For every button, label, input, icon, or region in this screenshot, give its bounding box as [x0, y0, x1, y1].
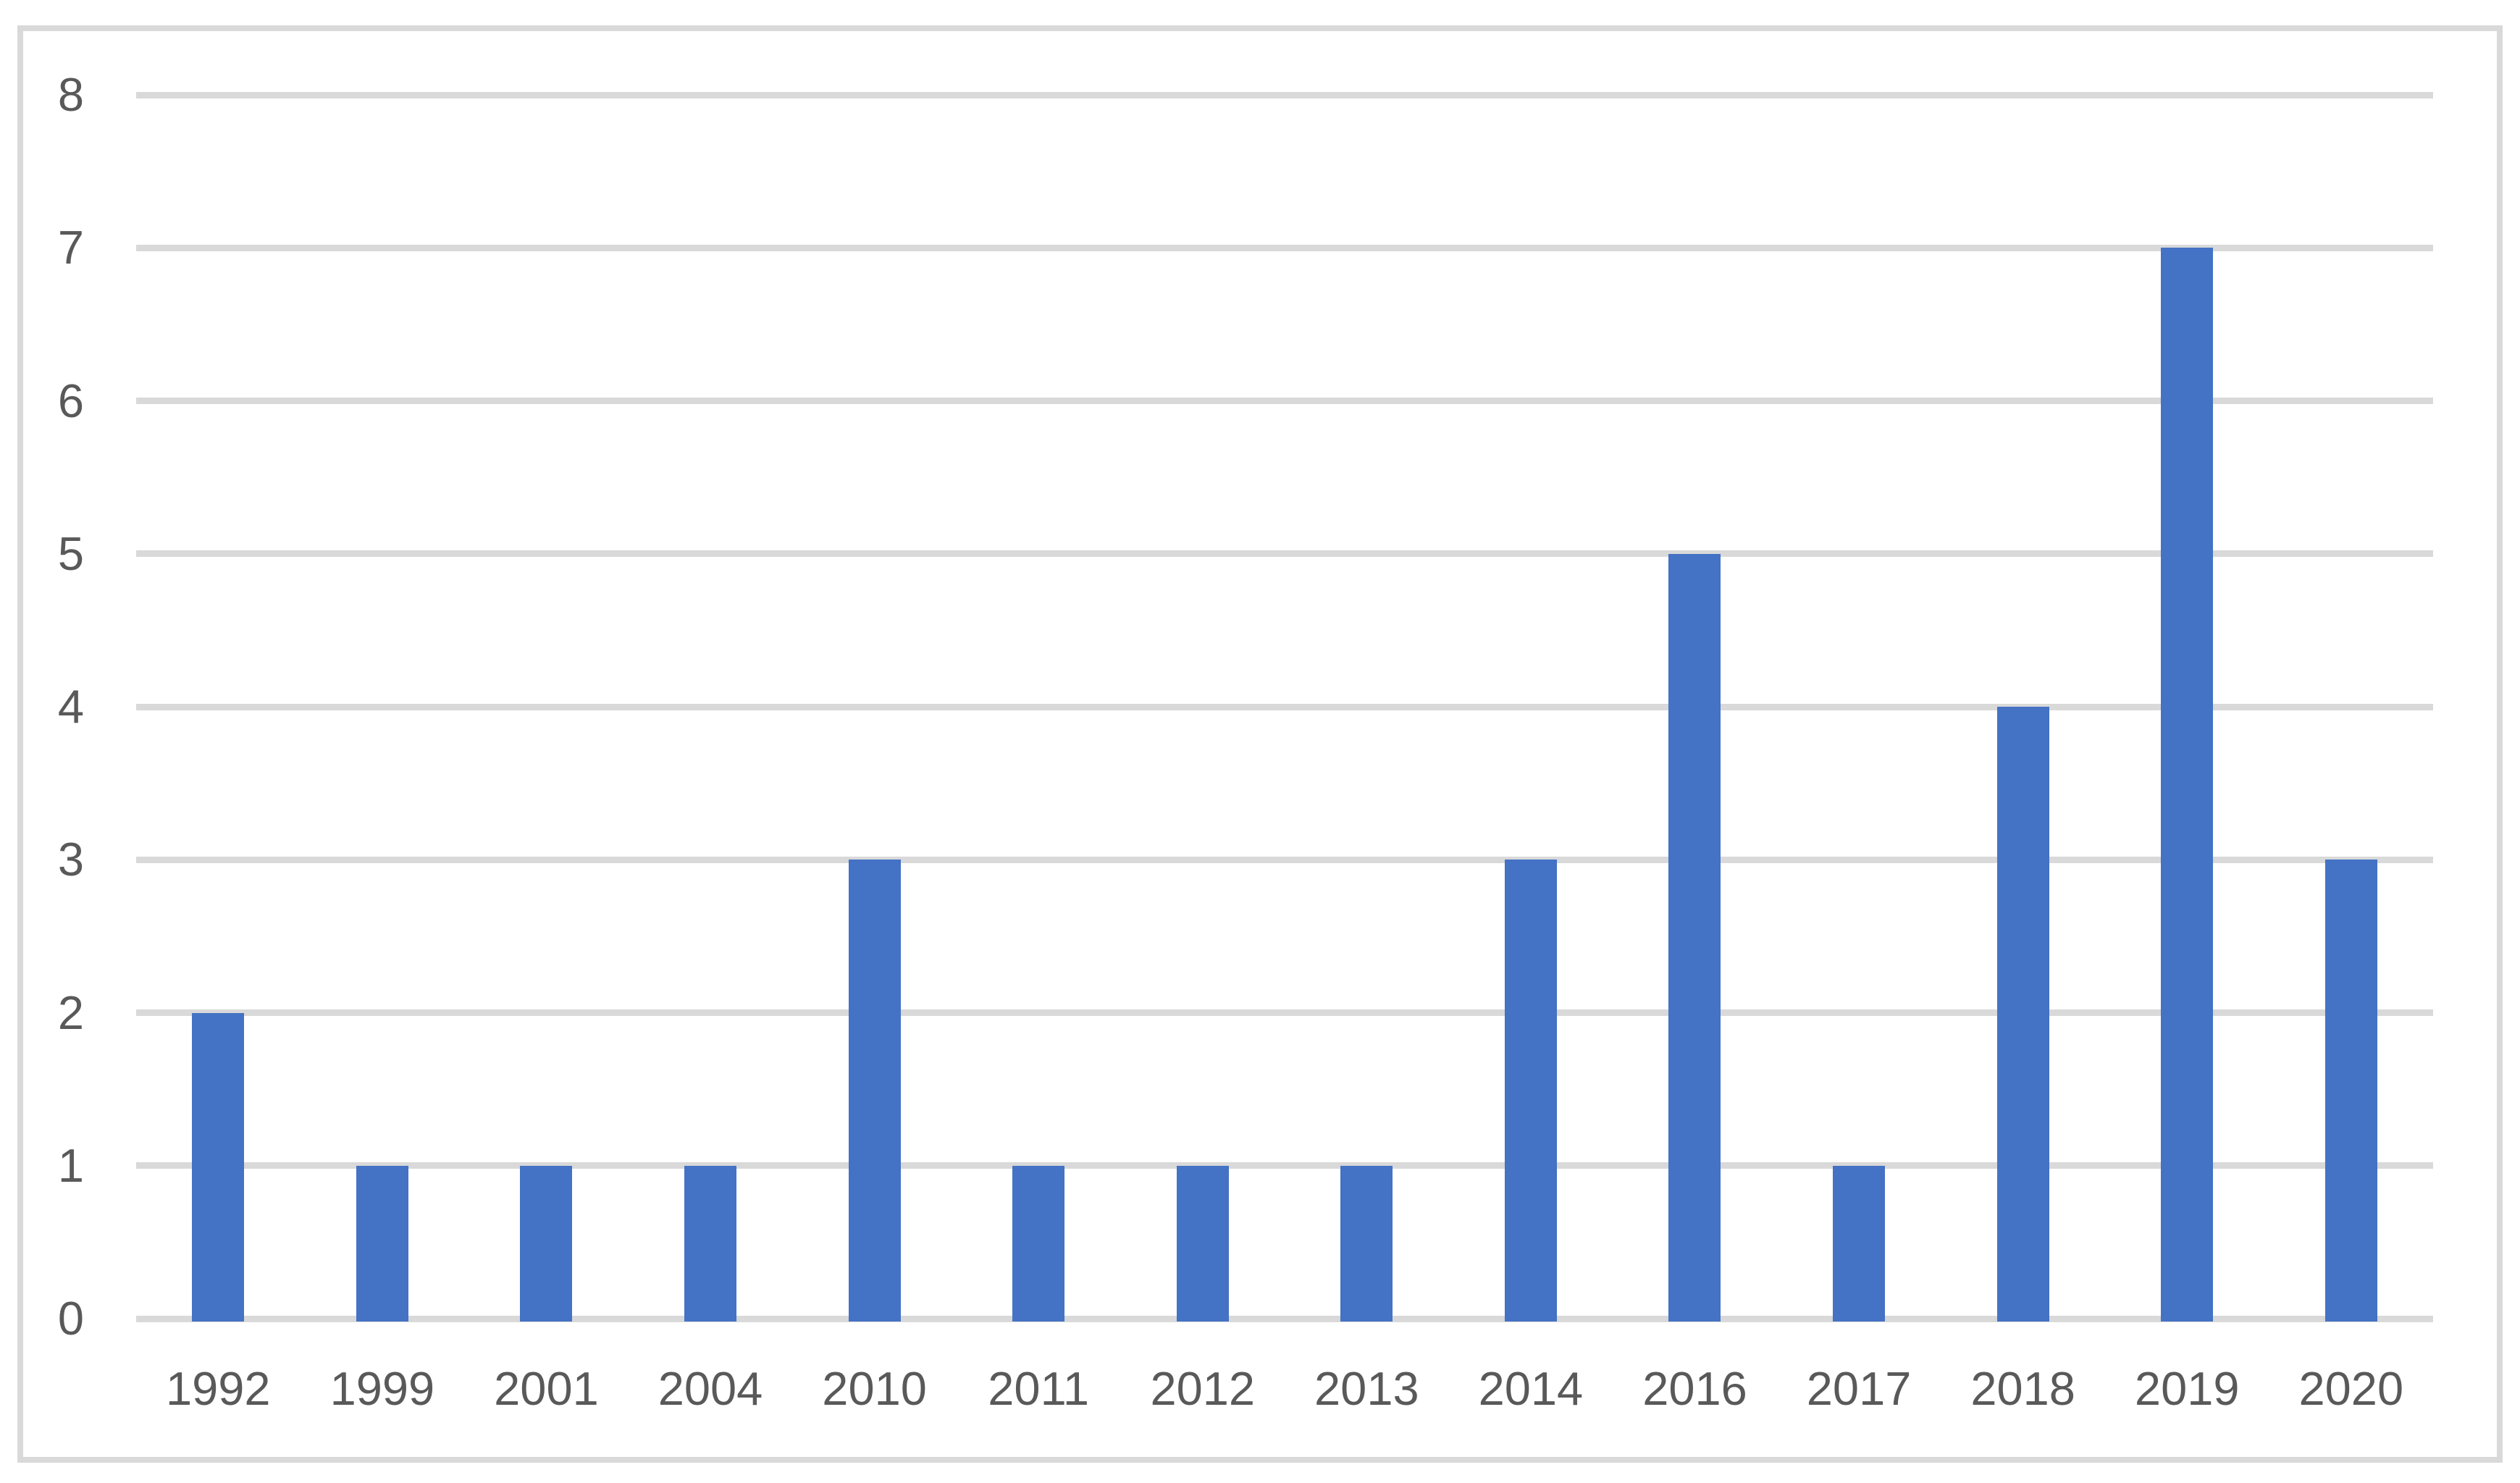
bar-series	[136, 95, 2434, 1322]
bar-slot-2011	[957, 95, 1121, 1322]
bar-2018	[1996, 707, 2049, 1322]
bar-2020	[2324, 860, 2377, 1322]
x-tick-label-2010: 2010	[822, 1362, 927, 1415]
bar-slot-2013	[1285, 95, 1449, 1322]
gridline-7	[136, 244, 2433, 251]
y-tick-label-3: 3	[57, 833, 84, 886]
y-tick-label-5: 5	[57, 526, 84, 580]
gridline-3	[136, 856, 2433, 863]
bar-slot-2012	[1120, 95, 1285, 1322]
chart-frame	[17, 25, 2503, 1463]
y-tick-label-2: 2	[57, 986, 84, 1039]
x-tick-label-2020: 2020	[2298, 1362, 2404, 1415]
x-axis: 1992 1999 2001 2004 2010 2011 2012 2013 2014 2016…	[136, 1360, 2433, 1418]
bar-slot-2017	[1777, 95, 1941, 1322]
x-tick-label-2013: 2013	[1314, 1362, 1419, 1415]
bar-slot-2004	[629, 95, 793, 1322]
x-tick-label-2017: 2017	[1806, 1362, 1912, 1415]
y-tick-label-4: 4	[57, 680, 84, 733]
gridline-1	[136, 1162, 2433, 1169]
bar-2004	[684, 1165, 737, 1322]
bar-2011	[1012, 1165, 1065, 1322]
bar-slot-2018	[1941, 95, 2105, 1322]
gridline-2	[136, 1009, 2433, 1016]
bar-2010	[848, 860, 901, 1322]
bar-slot-2014	[1449, 95, 1613, 1322]
x-tick-label-2019: 2019	[2134, 1362, 2240, 1415]
bar-slot-2016	[1613, 95, 1777, 1322]
bar-1992	[192, 1012, 245, 1322]
bar-2019	[2161, 248, 2214, 1322]
x-tick-label-2016: 2016	[1642, 1362, 1747, 1415]
bar-2017	[1833, 1165, 1886, 1322]
bar-slot-1992	[136, 95, 301, 1322]
x-tick-label-1992: 1992	[165, 1362, 271, 1415]
x-tick-label-2018: 2018	[1970, 1362, 2075, 1415]
y-tick-label-0: 0	[57, 1292, 84, 1345]
bar-2001	[520, 1165, 573, 1322]
y-axis: 0 1 2 3 4 5 6 7 8	[0, 68, 84, 1345]
bar-2013	[1340, 1165, 1393, 1322]
gridlines	[136, 91, 2433, 1322]
bar-2016	[1668, 553, 1721, 1322]
plot-area	[136, 91, 2434, 1322]
bar-slot-2010	[792, 95, 957, 1322]
y-tick-label-7: 7	[57, 221, 84, 274]
x-tick-label-2001: 2001	[494, 1362, 599, 1415]
bar-slot-2020	[2269, 95, 2434, 1322]
x-tick-label-2011: 2011	[988, 1362, 1090, 1415]
bar-slot-2001	[464, 95, 629, 1322]
gridline-6	[136, 398, 2433, 404]
x-tick-label-2004: 2004	[658, 1362, 763, 1415]
y-tick-label-6: 6	[57, 374, 84, 427]
bar-1999	[356, 1165, 408, 1322]
y-tick-label-8: 8	[57, 68, 84, 121]
bar-2014	[1504, 860, 1557, 1322]
x-tick-label-1999: 1999	[329, 1362, 435, 1415]
y-tick-label-1: 1	[57, 1138, 84, 1192]
gridline-5	[136, 550, 2433, 558]
x-tick-label-2012: 2012	[1150, 1362, 1256, 1415]
gridline-8	[136, 91, 2433, 98]
gridline-0	[136, 1315, 2433, 1322]
gridline-4	[136, 703, 2433, 710]
bar-2012	[1176, 1165, 1229, 1322]
x-tick-label-2014: 2014	[1478, 1362, 1584, 1415]
bar-slot-1999	[301, 95, 465, 1322]
bar-slot-2019	[2105, 95, 2269, 1322]
